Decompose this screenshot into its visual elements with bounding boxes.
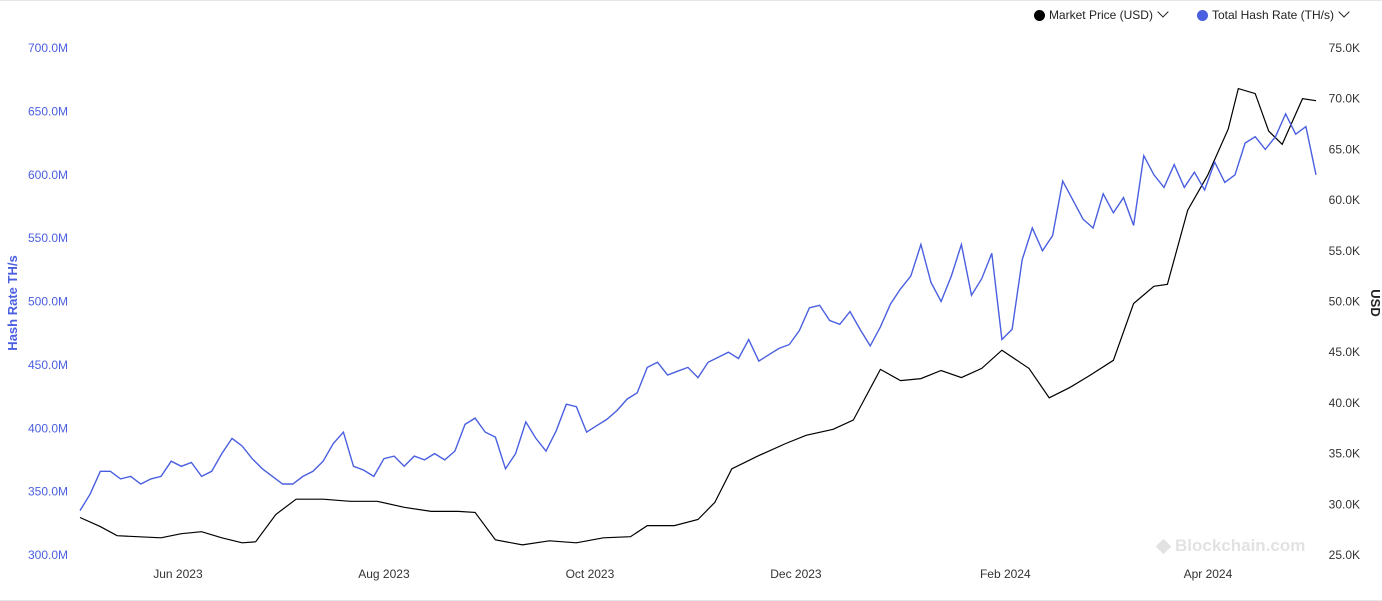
right-tick-label: 75.0K xyxy=(1329,41,1360,55)
left-axis-ticks: 300.0M 350.0M 400.0M 450.0M 500.0M 550.0M 600.… xyxy=(28,41,68,562)
left-axis-title: Hash Rate TH/s xyxy=(5,255,20,350)
right-tick-label: 60.0K xyxy=(1329,193,1360,207)
x-tick-label: Aug 2023 xyxy=(358,567,410,581)
right-tick-label: 50.0K xyxy=(1329,295,1360,309)
right-tick-label: 55.0K xyxy=(1329,244,1360,258)
x-tick-label: Feb 2024 xyxy=(980,567,1031,581)
series-line-hash-rate xyxy=(79,112,1317,511)
blockchain-logo-icon xyxy=(1155,538,1172,554)
x-tick-label: Apr 2024 xyxy=(1184,567,1233,581)
left-tick-label: 400.0M xyxy=(28,421,68,435)
legend-item-market-price[interactable]: Market Price (USD) xyxy=(1033,6,1169,22)
x-tick-label: Jun 2023 xyxy=(153,567,203,581)
x-tick-label: Dec 2023 xyxy=(770,567,822,581)
series-line-market-price xyxy=(79,87,1317,546)
left-tick-label: 300.0M xyxy=(28,548,68,562)
right-tick-label: 65.0K xyxy=(1329,142,1360,156)
left-tick-label: 600.0M xyxy=(28,168,68,182)
left-tick-label: 550.0M xyxy=(28,231,68,245)
chart-legend: Market Price (USD) Total Hash Rate (TH/s… xyxy=(1033,6,1350,22)
x-axis-ticks: Jun 2023 Aug 2023 Oct 2023 Dec 2023 Feb 2024… xyxy=(153,567,1232,581)
right-tick-label: 25.0K xyxy=(1329,548,1360,562)
legend-item-hash-rate[interactable]: Total Hash Rate (TH/s) xyxy=(1196,6,1350,22)
watermark: Blockchain.com xyxy=(1155,536,1306,556)
right-axis-ticks: 25.0K 30.0K 35.0K 40.0K 45.0K 50.0K 55.0K 60.0K… xyxy=(1329,41,1360,562)
legend-label-market-price: Market Price (USD) xyxy=(1048,8,1153,22)
right-tick-label: 35.0K xyxy=(1329,447,1360,461)
legend-label-hash-rate: Total Hash Rate (TH/s) xyxy=(1211,8,1334,22)
left-tick-label: 450.0M xyxy=(28,358,68,372)
right-tick-label: 30.0K xyxy=(1329,497,1360,511)
hash-rate-dot-icon xyxy=(1196,9,1208,21)
left-tick-label: 500.0M xyxy=(28,295,68,309)
right-tick-label: 70.0K xyxy=(1329,92,1360,106)
watermark-text: Blockchain.com xyxy=(1175,536,1306,555)
x-tick-label: Oct 2023 xyxy=(566,567,615,581)
left-tick-label: 350.0M xyxy=(28,485,68,499)
market-price-dot-icon xyxy=(1033,9,1045,21)
right-axis-title: USD xyxy=(1368,289,1382,316)
right-tick-label: 45.0K xyxy=(1329,345,1360,359)
left-tick-label: 650.0M xyxy=(28,104,68,118)
right-tick-label: 40.0K xyxy=(1329,396,1360,410)
left-tick-label: 700.0M xyxy=(28,41,68,55)
